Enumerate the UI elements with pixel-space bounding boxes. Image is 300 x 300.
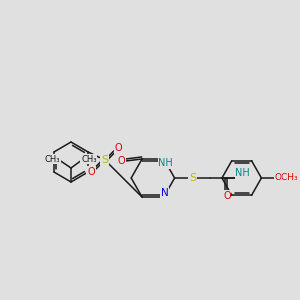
Text: CH₃: CH₃ xyxy=(81,154,97,164)
Text: CH₃: CH₃ xyxy=(44,154,60,164)
Text: O: O xyxy=(87,167,95,177)
Text: OCH₃: OCH₃ xyxy=(274,173,298,182)
Text: NH: NH xyxy=(235,168,250,178)
Text: O: O xyxy=(223,191,231,201)
Text: O: O xyxy=(118,156,125,166)
Text: O: O xyxy=(115,143,122,153)
Text: S: S xyxy=(101,155,108,165)
Text: S: S xyxy=(189,173,196,183)
Text: NH: NH xyxy=(158,158,173,168)
Text: N: N xyxy=(161,188,169,198)
